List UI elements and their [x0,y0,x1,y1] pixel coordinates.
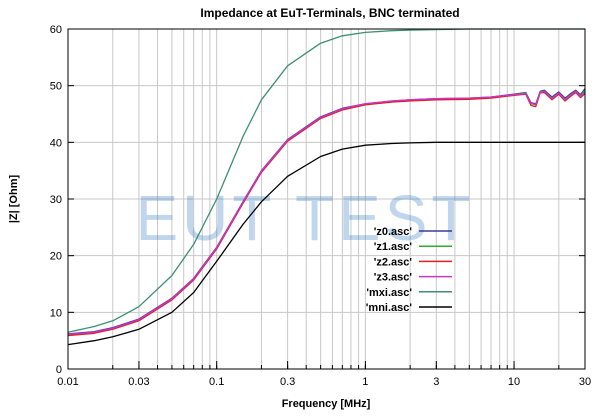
y-tick-label: 0 [56,364,62,376]
y-tick-label: 40 [50,137,62,149]
series-line-2 [67,91,586,337]
legend-label-2: 'z2.asc' [374,256,413,268]
x-axis-label: Frequency [MHz] [282,398,371,410]
series-line-3 [67,90,586,336]
x-tick-label: 3 [433,376,439,388]
y-tick-label: 30 [50,194,62,206]
grid [67,28,586,370]
tick-labels: 0 10 20 30 40 50 60 0.01 0.03 0.1 0.3 1 3 10 30 [50,24,591,388]
legend-label-1: 'z1.asc' [374,241,413,253]
x-tick-label: 1 [362,376,368,388]
x-tick-label: 0.01 [57,376,78,388]
y-tick-label: 10 [50,307,62,319]
y-tick-label: 20 [50,251,62,263]
watermark: EUT TEST [135,182,474,254]
legend-label-4: 'mxi.asc' [366,287,412,299]
x-tick-label: 0.3 [280,376,295,388]
y-tick-label: 50 [50,81,62,93]
x-tick-label: 30 [579,376,591,388]
legend-label-0: 'z0.asc' [374,226,413,238]
series-lines [67,28,586,346]
legend-label-5: 'mni.asc' [366,302,413,314]
x-tick-label: 10 [508,376,520,388]
x-tick-label: 0.1 [209,376,224,388]
legend: 'z0.asc' 'z1.asc' 'z2.asc' 'z3.asc' 'mxi.asc… [366,226,452,314]
legend-label-3: 'z3.asc' [374,272,413,284]
chart-title: Impedance at EuT-Terminals, BNC terminat… [200,6,459,20]
plot-frame [67,28,586,370]
series-line-5 [67,141,585,346]
y-tick-label: 60 [50,24,62,36]
y-axis-label: |Z| [Ohm] [8,175,20,224]
x-tick-label: 0.03 [128,376,149,388]
